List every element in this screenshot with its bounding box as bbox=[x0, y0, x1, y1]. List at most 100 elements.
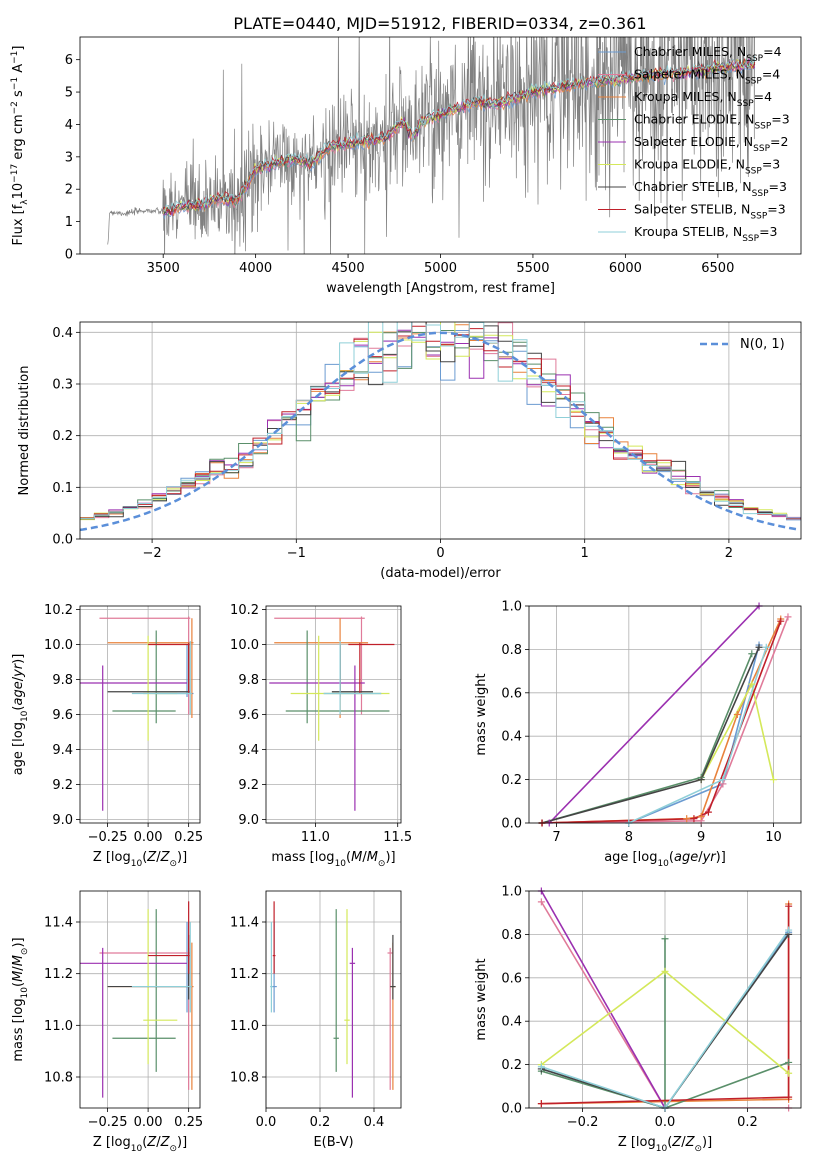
x-tick-label: 6000 bbox=[609, 261, 642, 276]
y-tick-label: 2 bbox=[65, 183, 73, 198]
y-tick-label: 0.1 bbox=[52, 481, 73, 496]
y-tick-label: 11.0 bbox=[44, 1019, 73, 1034]
plot-area bbox=[270, 901, 396, 1098]
mass-weight-line bbox=[628, 644, 760, 823]
y-axis-label: mass weight bbox=[474, 958, 489, 1040]
y-tick-label: 9.8 bbox=[238, 673, 259, 688]
y-tick-label: 0.4 bbox=[501, 730, 522, 745]
legend-label: Salpeter MILES, NSSP=4 bbox=[634, 67, 780, 87]
mass-weight-marker bbox=[784, 613, 792, 621]
axes-frame bbox=[528, 605, 802, 824]
x-tick-label: 1 bbox=[581, 546, 589, 561]
y-tick-label: 0.0 bbox=[501, 1102, 522, 1117]
y-axis-label: Normed distribution bbox=[17, 366, 32, 496]
x-axis-label: (data-model)/error bbox=[380, 566, 501, 581]
mass-weight-marker bbox=[704, 808, 712, 816]
x-tick-label: 0.25 bbox=[174, 830, 203, 845]
y-tick-label: 9.8 bbox=[52, 673, 73, 688]
x-tick-label: −2 bbox=[143, 546, 162, 561]
mass-weight-marker bbox=[785, 1058, 793, 1066]
y-tick-label: 6 bbox=[65, 53, 73, 68]
x-tick-label: −0.25 bbox=[88, 1115, 128, 1130]
y-tick-label: 1 bbox=[65, 215, 73, 230]
mass-weight-line bbox=[541, 929, 790, 1108]
axes-frame bbox=[79, 605, 201, 824]
x-tick-label: 0.00 bbox=[134, 1115, 163, 1130]
mass-weight-line bbox=[540, 901, 789, 1108]
panel-residuals: −2 −1 0 1 2 0.0 0.1 0.2 0.3 0.4 (data-model)/error… bbox=[17, 321, 802, 581]
y-tick-label: 0.6 bbox=[501, 686, 522, 701]
axes-frame bbox=[79, 890, 201, 1109]
panel-weight-vs-age: 7 8 9 10 0.0 0.2 0.4 0.6 0.8 1.0 age [log10(age/yr… bbox=[474, 600, 802, 869]
x-tick-label: 10 bbox=[765, 830, 782, 845]
y-tick-label: 9.6 bbox=[52, 708, 73, 723]
legend-label: Chabrier ELODIE, NSSP=3 bbox=[634, 112, 790, 132]
model-fit-line bbox=[162, 55, 756, 212]
y-axis-label: age [log10(age/yr)] bbox=[11, 654, 30, 776]
x-tick-label: 0.0 bbox=[256, 1115, 277, 1130]
x-tick-label: 0.25 bbox=[174, 1115, 203, 1130]
panel-age-vs-Z: −0.25 0.00 0.25 9.0 9.2 9.4 9.6 9.8 10.0 10.2 Z [l… bbox=[11, 603, 203, 869]
y-tick-label: 10.8 bbox=[230, 1071, 259, 1086]
x-tick-label: −0.2 bbox=[567, 1115, 599, 1130]
mass-weight-marker bbox=[697, 812, 705, 820]
x-tick-label: 7 bbox=[552, 830, 560, 845]
y-tick-label: 9.6 bbox=[238, 708, 259, 723]
y-tick-label: 9.0 bbox=[238, 813, 259, 828]
y-tick-label: 4 bbox=[65, 118, 73, 133]
legend-label: Kroupa ELODIE, NSSP=3 bbox=[634, 157, 780, 177]
mass-weight-marker bbox=[785, 902, 793, 910]
y-tick-label: 9.4 bbox=[238, 743, 259, 758]
y-tick-label: 10.8 bbox=[44, 1071, 73, 1086]
panel-age-vs-mass: 11.0 11.5 9.0 9.2 9.4 9.6 9.8 10.0 10.2 mass [log… bbox=[230, 603, 412, 869]
plot-area bbox=[107, 37, 756, 254]
y-tick-label: 10.0 bbox=[230, 638, 259, 653]
axes-frame bbox=[265, 890, 402, 1109]
x-tick-label: 6500 bbox=[701, 261, 734, 276]
legend-label: Kroupa MILES, NSSP=4 bbox=[634, 89, 772, 109]
x-axis-label: mass [log10(M/M⊙)] bbox=[271, 850, 395, 869]
x-tick-label: 0.4 bbox=[364, 1115, 385, 1130]
mass-weight-marker bbox=[719, 776, 727, 784]
mass-weight-marker bbox=[762, 643, 770, 651]
y-tick-label: 0.4 bbox=[52, 326, 73, 341]
residual-histogram-line bbox=[80, 322, 801, 521]
panel-spectrum: 3500 4000 4500 5000 5500 6000 6500 0 1 2 3 4 5 6 wavel… bbox=[10, 36, 802, 296]
y-tick-label: 0.4 bbox=[501, 1015, 522, 1030]
x-tick-label: 0.2 bbox=[737, 1115, 758, 1130]
x-tick-label: 2 bbox=[725, 546, 733, 561]
y-tick-label: 1.0 bbox=[501, 885, 522, 900]
x-tick-label: 0 bbox=[436, 546, 444, 561]
x-axis-label: Z [log10(Z/Z⊙)] bbox=[93, 1135, 187, 1154]
y-axis-label: Flux [fλ10−17 erg cm−2 s−1 A−1] bbox=[10, 46, 30, 246]
y-tick-label: 0.3 bbox=[52, 378, 73, 393]
mass-weight-marker bbox=[661, 967, 669, 975]
y-tick-label: 0.0 bbox=[501, 817, 522, 832]
x-axis-label: wavelength [Angstrom, rest frame] bbox=[326, 281, 555, 296]
mass-weight-marker bbox=[683, 815, 691, 823]
mass-weight-line bbox=[540, 891, 666, 1108]
legend-label: Salpeter STELIB, NSSP=3 bbox=[634, 202, 786, 222]
y-tick-label: 9.2 bbox=[52, 778, 73, 793]
x-axis-label: Z [log10(Z/Z⊙)] bbox=[93, 850, 187, 869]
plot-area bbox=[80, 901, 194, 1098]
mass-weight-marker bbox=[748, 680, 756, 688]
y-tick-label: 0.8 bbox=[501, 928, 522, 943]
y-tick-label: 11.2 bbox=[230, 967, 259, 982]
y-tick-label: 0.0 bbox=[52, 533, 73, 548]
mass-weight-marker bbox=[785, 926, 793, 934]
mass-weight-marker bbox=[690, 815, 698, 823]
normal-distribution-curve bbox=[80, 331, 799, 532]
y-tick-label: 11.0 bbox=[230, 1019, 259, 1034]
figure-title: PLATE=0440, MJD=51912, FIBERID=0334, z=0… bbox=[233, 14, 646, 33]
legend-label: Salpeter ELODIE, NSSP=2 bbox=[634, 134, 788, 154]
x-axis-label: Z [log10(Z/Z⊙)] bbox=[618, 1135, 712, 1154]
y-tick-label: 0.2 bbox=[501, 773, 522, 788]
y-tick-label: 10.2 bbox=[44, 603, 73, 618]
x-tick-label: 11.5 bbox=[383, 830, 412, 845]
mass-weight-marker bbox=[785, 1093, 793, 1101]
y-tick-label: 0.2 bbox=[52, 429, 73, 444]
mass-weight-marker bbox=[785, 1069, 793, 1077]
mass-weight-marker bbox=[697, 776, 705, 784]
